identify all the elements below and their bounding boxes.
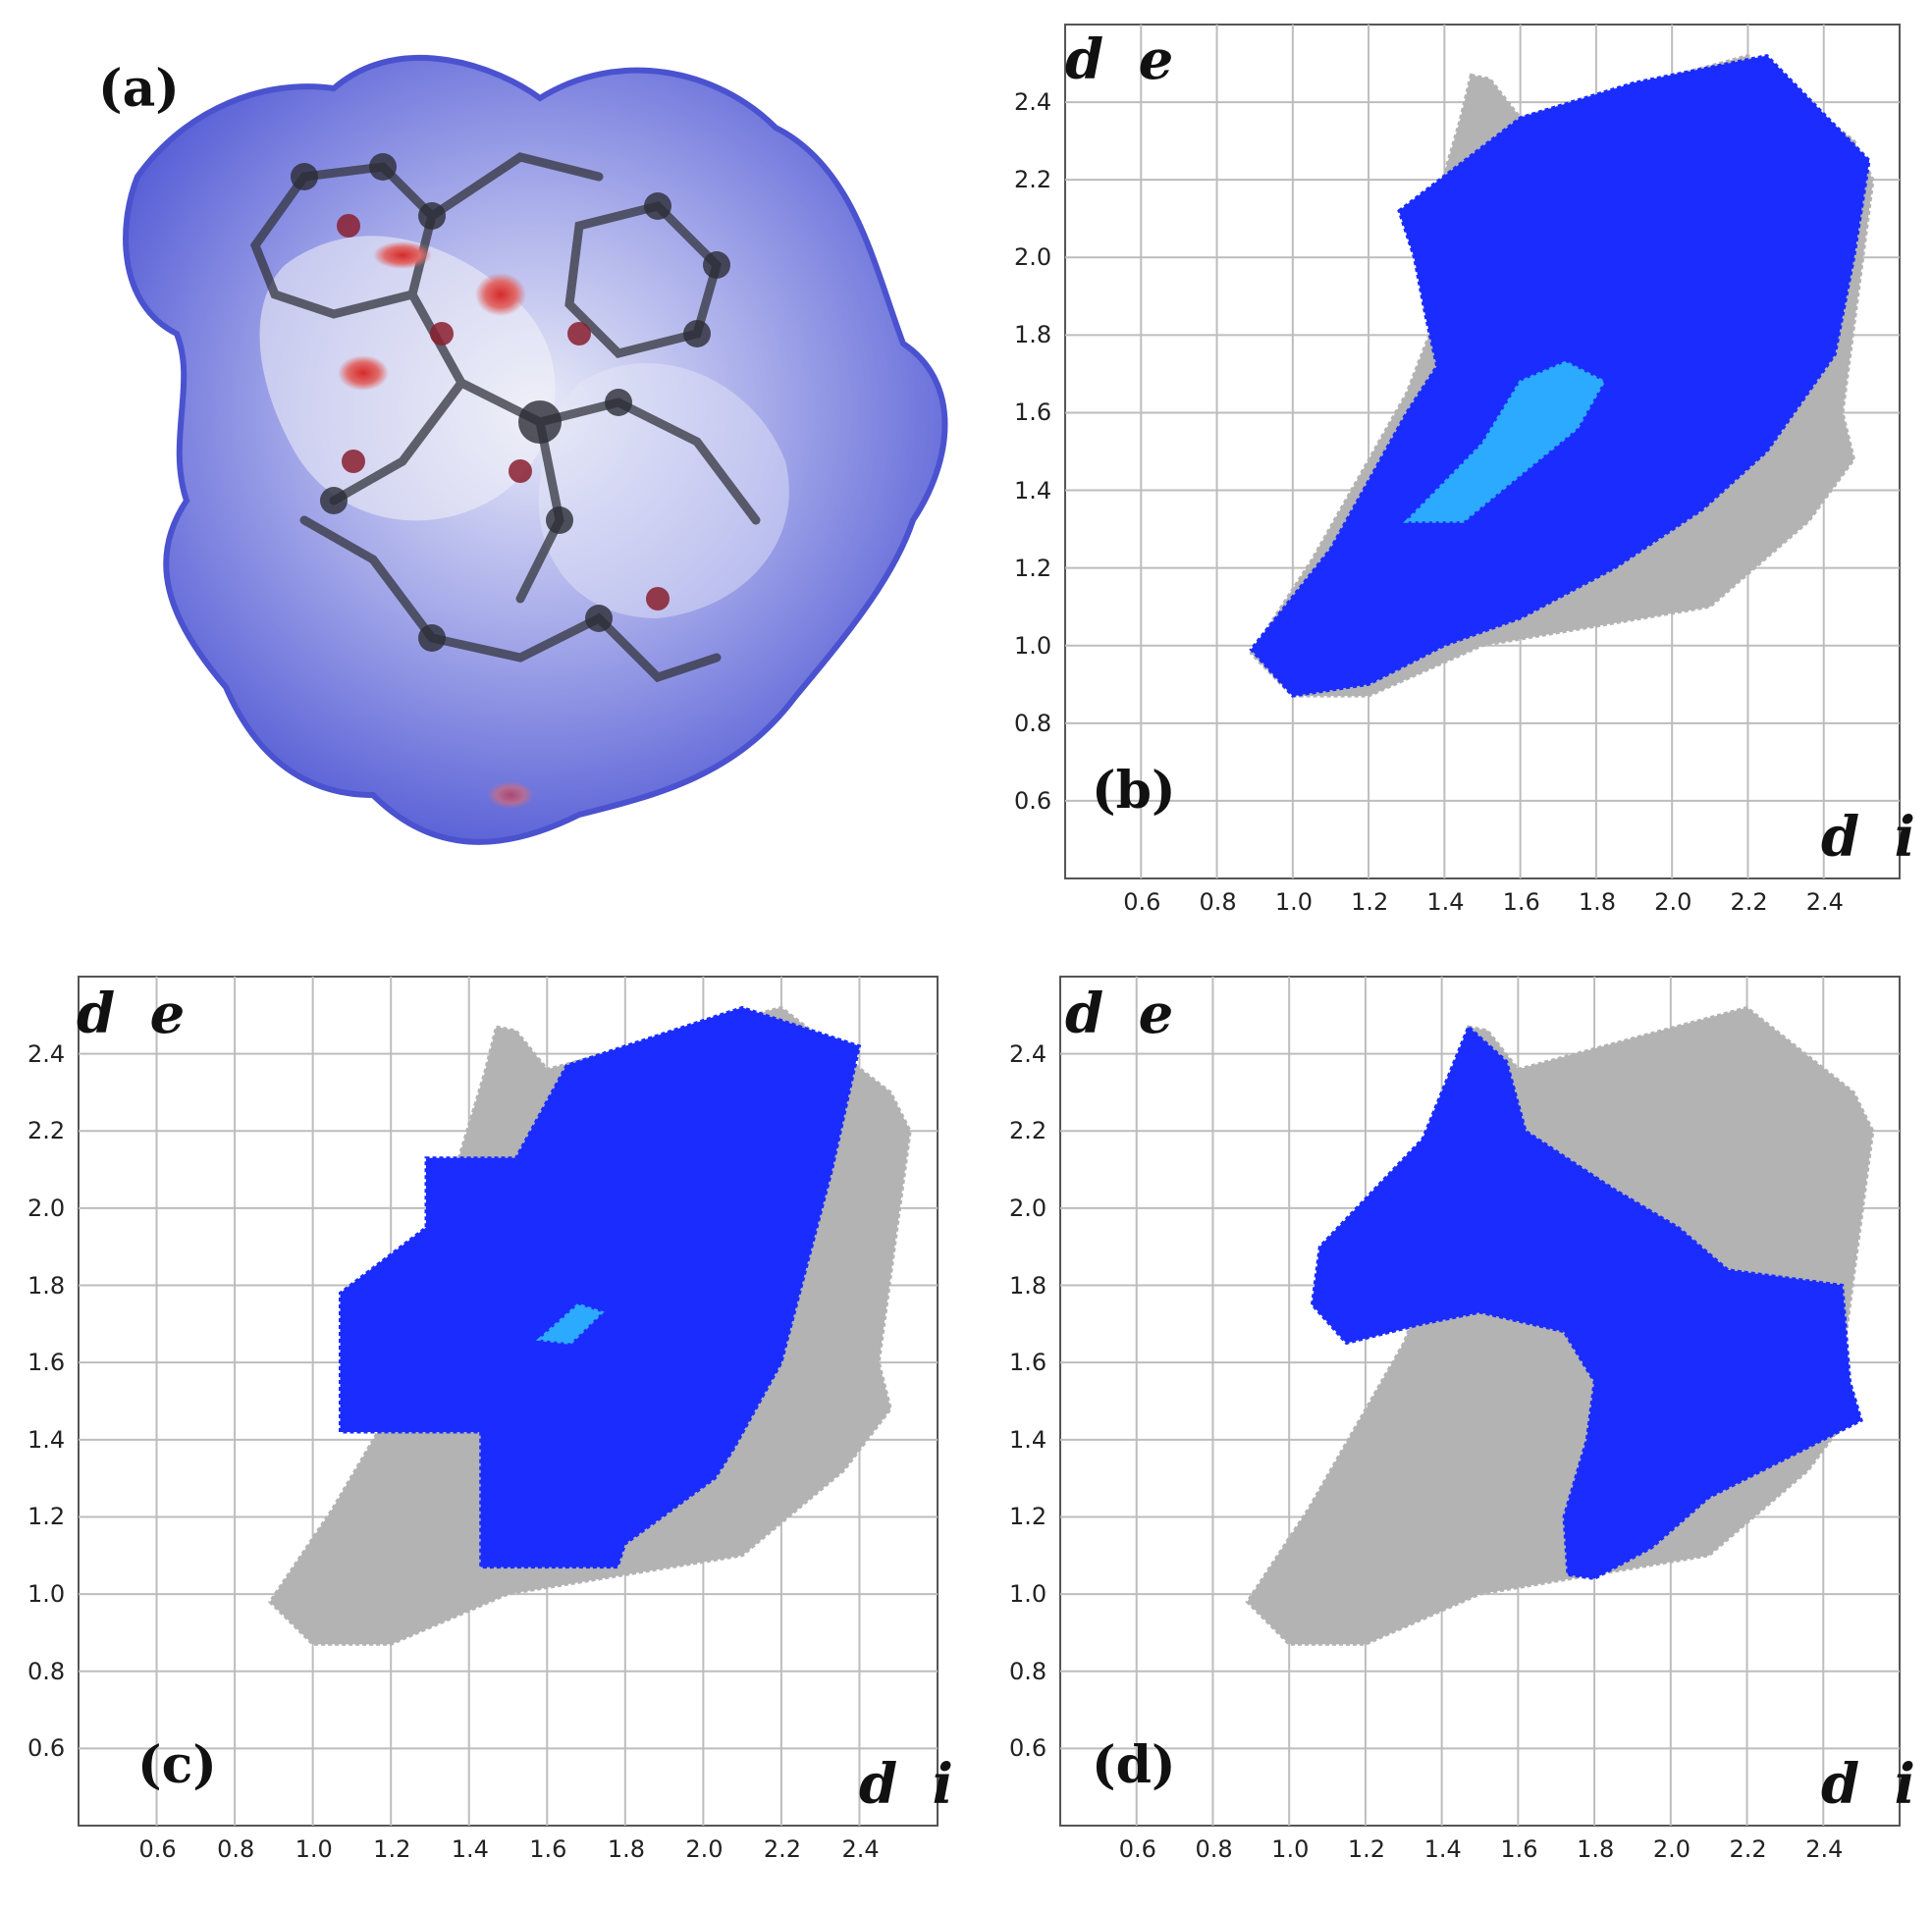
point-cloud-gray-c [267, 1005, 912, 1646]
panel-label-b: (b) [1092, 761, 1176, 821]
y-tick-label-d: 0.8 [1009, 1657, 1047, 1685]
y-tick-label-b: 1.4 [1014, 476, 1052, 505]
y-tick-label-c: 1.6 [27, 1349, 66, 1377]
x-tick-label-d: 1.4 [1423, 1835, 1462, 1863]
panel-label-a: (a) [98, 59, 180, 119]
point-cloud-blue-c [339, 1005, 862, 1569]
y-tick-label-c: 2.2 [27, 1117, 66, 1145]
x-tick-label-c: 2.4 [841, 1835, 880, 1863]
point-cloud-blue-b [1249, 53, 1871, 698]
x-tick-label-b: 1.4 [1426, 888, 1465, 916]
y-tick-label-b: 2.0 [1014, 243, 1052, 272]
y-tick-label-c: 0.8 [27, 1657, 66, 1685]
x-tick-label-c: 0.8 [217, 1835, 255, 1863]
x-tick-label-b: 2.4 [1805, 888, 1844, 916]
plot-area-c [78, 976, 939, 1827]
x-tick-label-d: 1.0 [1271, 1835, 1310, 1863]
y-tick-label-d: 0.6 [1009, 1734, 1047, 1763]
y-tick-label-c: 2.4 [27, 1039, 66, 1068]
y-tick-label-c: 1.0 [27, 1580, 66, 1609]
y-tick-label-b: 1.0 [1014, 631, 1052, 660]
x-tick-label-c: 0.6 [138, 1835, 177, 1863]
x-tick-label-d: 0.6 [1118, 1835, 1156, 1863]
y-tick-label-d: 1.0 [1009, 1580, 1047, 1609]
ylabel-c: d e [77, 982, 193, 1046]
y-tick-label-b: 0.8 [1014, 709, 1052, 737]
x-tick-label-d: 0.8 [1195, 1835, 1233, 1863]
y-tick-label-b: 1.8 [1014, 321, 1052, 349]
x-tick-label-b: 1.0 [1274, 888, 1313, 916]
y-tick-label-d: 1.8 [1009, 1271, 1047, 1300]
point-cloud-cyan-c [535, 1302, 605, 1346]
x-tick-label-c: 1.2 [373, 1835, 411, 1863]
x-tick-label-d: 1.8 [1577, 1835, 1615, 1863]
x-tick-label-b: 1.2 [1351, 888, 1389, 916]
point-cloud-gray-b [1249, 53, 1875, 698]
x-tick-label-d: 2.0 [1652, 1835, 1690, 1863]
point-cloud-gray-d [1245, 1005, 1875, 1646]
ylabel-d: d e [1065, 982, 1182, 1046]
y-tick-label-c: 1.8 [27, 1271, 66, 1300]
y-tick-label-b: 1.2 [1014, 554, 1052, 582]
y-tick-label-d: 1.2 [1009, 1503, 1047, 1531]
x-tick-label-b: 1.8 [1578, 888, 1617, 916]
x-tick-label-b: 2.2 [1730, 888, 1768, 916]
y-tick-label-c: 1.2 [27, 1503, 66, 1531]
point-cloud-blue-d [1310, 1024, 1863, 1580]
x-tick-label-d: 1.2 [1347, 1835, 1386, 1863]
xlabel-c: d i [859, 1752, 961, 1817]
x-tick-label-b: 2.0 [1654, 888, 1692, 916]
y-tick-label-d: 2.2 [1009, 1117, 1047, 1145]
y-tick-label-d: 2.4 [1009, 1039, 1047, 1068]
hirshfeld-surface-panel: (a) [98, 10, 972, 874]
x-tick-label-c: 1.4 [451, 1835, 489, 1863]
x-tick-label-b: 1.6 [1502, 888, 1540, 916]
y-tick-label-b: 2.2 [1014, 166, 1052, 194]
y-tick-label-b: 0.6 [1014, 786, 1052, 815]
y-tick-label-b: 2.4 [1014, 88, 1052, 117]
xlabel-b: d i [1821, 805, 1923, 870]
xlabel-d: d i [1821, 1752, 1923, 1817]
x-tick-label-b: 0.8 [1199, 888, 1237, 916]
panel-label-d: (d) [1092, 1735, 1176, 1795]
y-tick-label-c: 0.6 [27, 1734, 66, 1763]
plot-area-d [1059, 976, 1901, 1827]
hirshfeld-surface-image [123, 54, 948, 845]
x-tick-label-d: 2.2 [1729, 1835, 1767, 1863]
x-tick-label-c: 2.0 [685, 1835, 724, 1863]
plot-area-b [1064, 24, 1901, 879]
x-tick-label-b: 0.6 [1123, 888, 1161, 916]
x-tick-label-c: 1.0 [295, 1835, 333, 1863]
x-tick-label-c: 1.6 [529, 1835, 567, 1863]
y-tick-label-d: 2.0 [1009, 1194, 1047, 1222]
x-tick-label-c: 2.2 [763, 1835, 802, 1863]
y-tick-label-d: 1.6 [1009, 1349, 1047, 1377]
panel-label-c: (c) [137, 1735, 217, 1795]
x-tick-label-d: 2.4 [1805, 1835, 1844, 1863]
ylabel-b: d e [1065, 27, 1182, 92]
y-tick-label-b: 1.6 [1014, 398, 1052, 427]
y-tick-label-c: 2.0 [27, 1194, 66, 1222]
y-tick-label-c: 1.4 [27, 1425, 66, 1454]
point-cloud-cyan-b [1403, 360, 1606, 523]
x-tick-label-c: 1.8 [607, 1835, 645, 1863]
y-tick-label-d: 1.4 [1009, 1425, 1047, 1454]
x-tick-label-d: 1.6 [1500, 1835, 1538, 1863]
